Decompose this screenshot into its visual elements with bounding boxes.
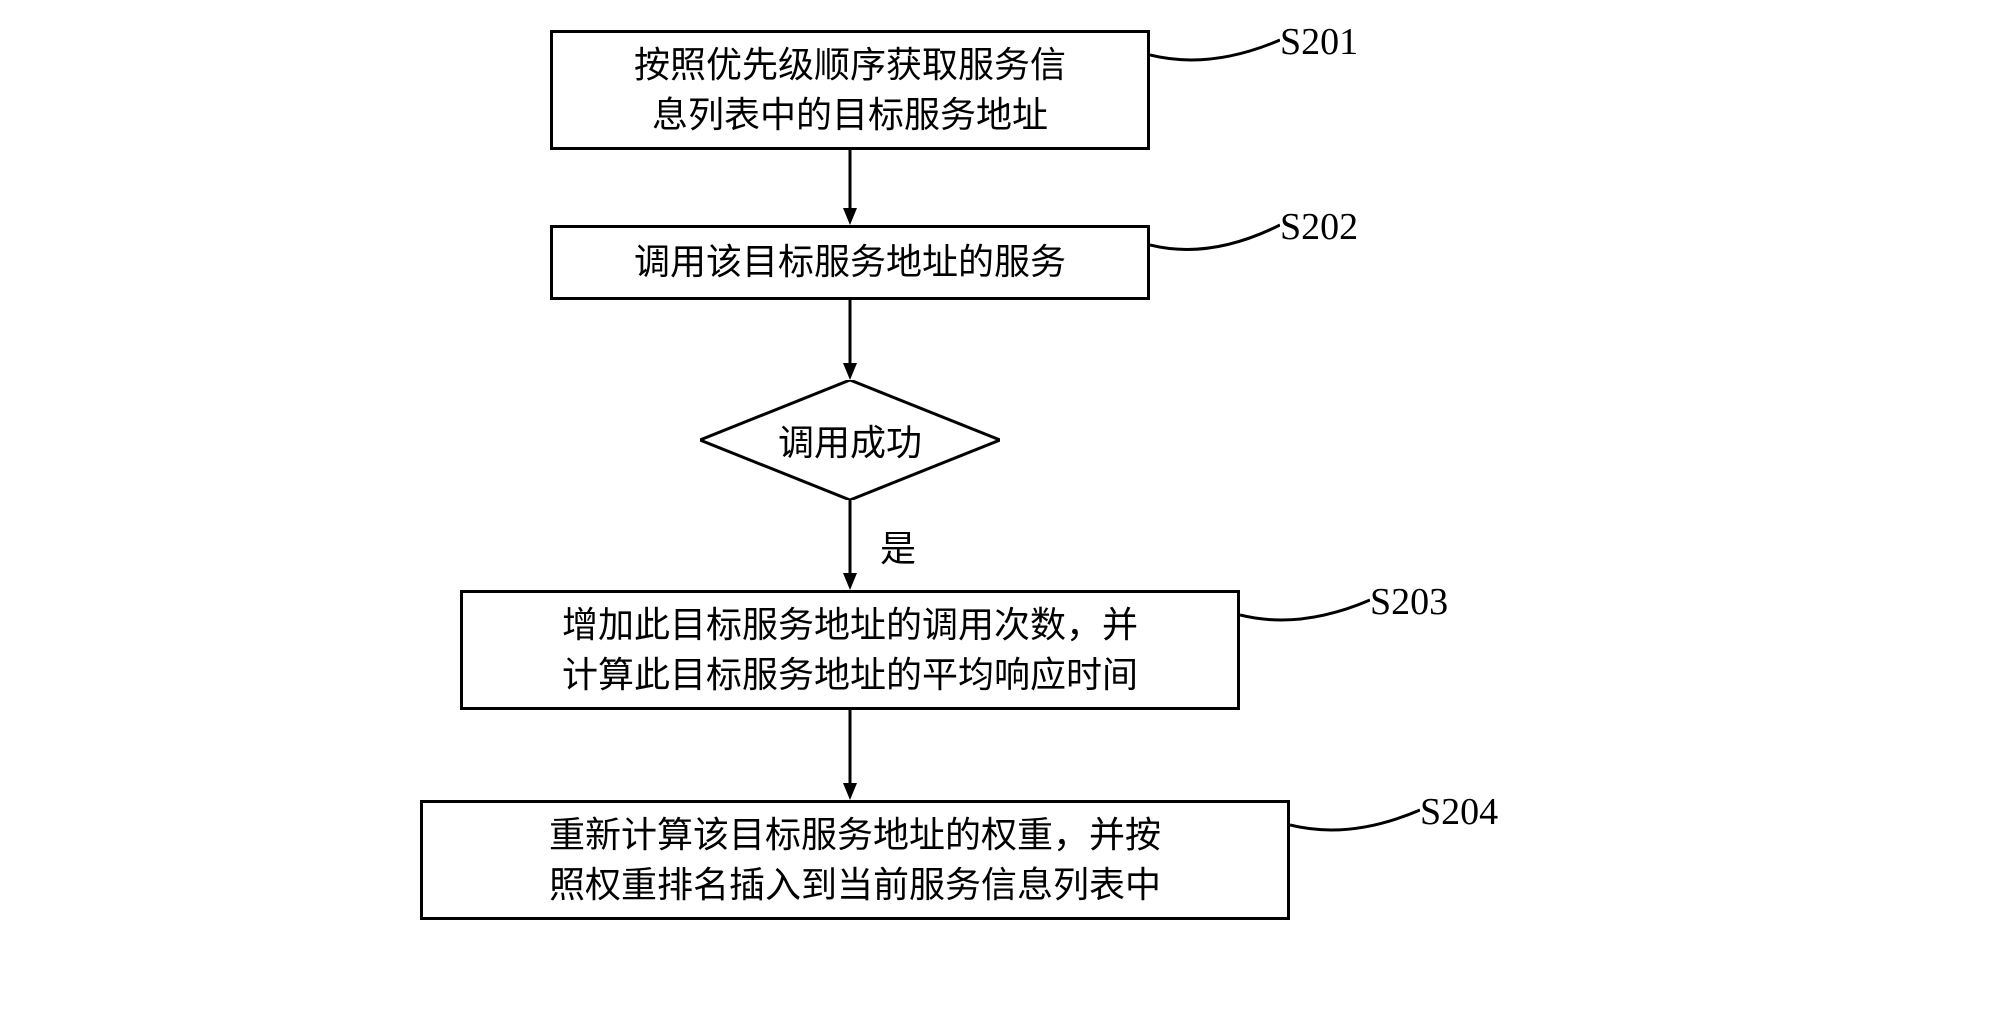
decision-text: 调用成功: [778, 414, 922, 466]
step-label-s202: S202: [1280, 205, 1358, 249]
connector-curve-s203: [1240, 580, 1370, 635]
process-node-s201: 按照优先级顺序获取服务信息列表中的目标服务地址: [550, 30, 1150, 150]
arrow-s201-s202: [840, 150, 860, 225]
node-text: 增加此目标服务地址的调用次数，并计算此目标服务地址的平均响应时间: [562, 600, 1138, 701]
node-text: 按照优先级顺序获取服务信息列表中的目标服务地址: [634, 40, 1066, 141]
process-node-s204: 重新计算该目标服务地址的权重，并按照权重排名插入到当前服务信息列表中: [420, 800, 1290, 920]
step-label-s201: S201: [1280, 20, 1358, 64]
connector-curve-s204: [1290, 790, 1420, 845]
arrow-s202-decision: [840, 300, 860, 380]
arrow-decision-s203: [840, 500, 860, 590]
connector-curve-s201: [1150, 20, 1280, 70]
arrow-s203-s204: [840, 710, 860, 800]
connector-curve-s202: [1150, 205, 1280, 260]
process-node-s202: 调用该目标服务地址的服务: [550, 225, 1150, 300]
step-label-s203: S203: [1370, 580, 1448, 624]
decision-node: 调用成功: [700, 380, 1000, 500]
edge-label-yes: 是: [880, 520, 916, 572]
flowchart-container: 按照优先级顺序获取服务信息列表中的目标服务地址 S201 调用该目标服务地址的服…: [0, 0, 1990, 1026]
node-text: 调用该目标服务地址的服务: [634, 237, 1066, 287]
process-node-s203: 增加此目标服务地址的调用次数，并计算此目标服务地址的平均响应时间: [460, 590, 1240, 710]
node-text: 重新计算该目标服务地址的权重，并按照权重排名插入到当前服务信息列表中: [549, 810, 1161, 911]
step-label-s204: S204: [1420, 790, 1498, 834]
